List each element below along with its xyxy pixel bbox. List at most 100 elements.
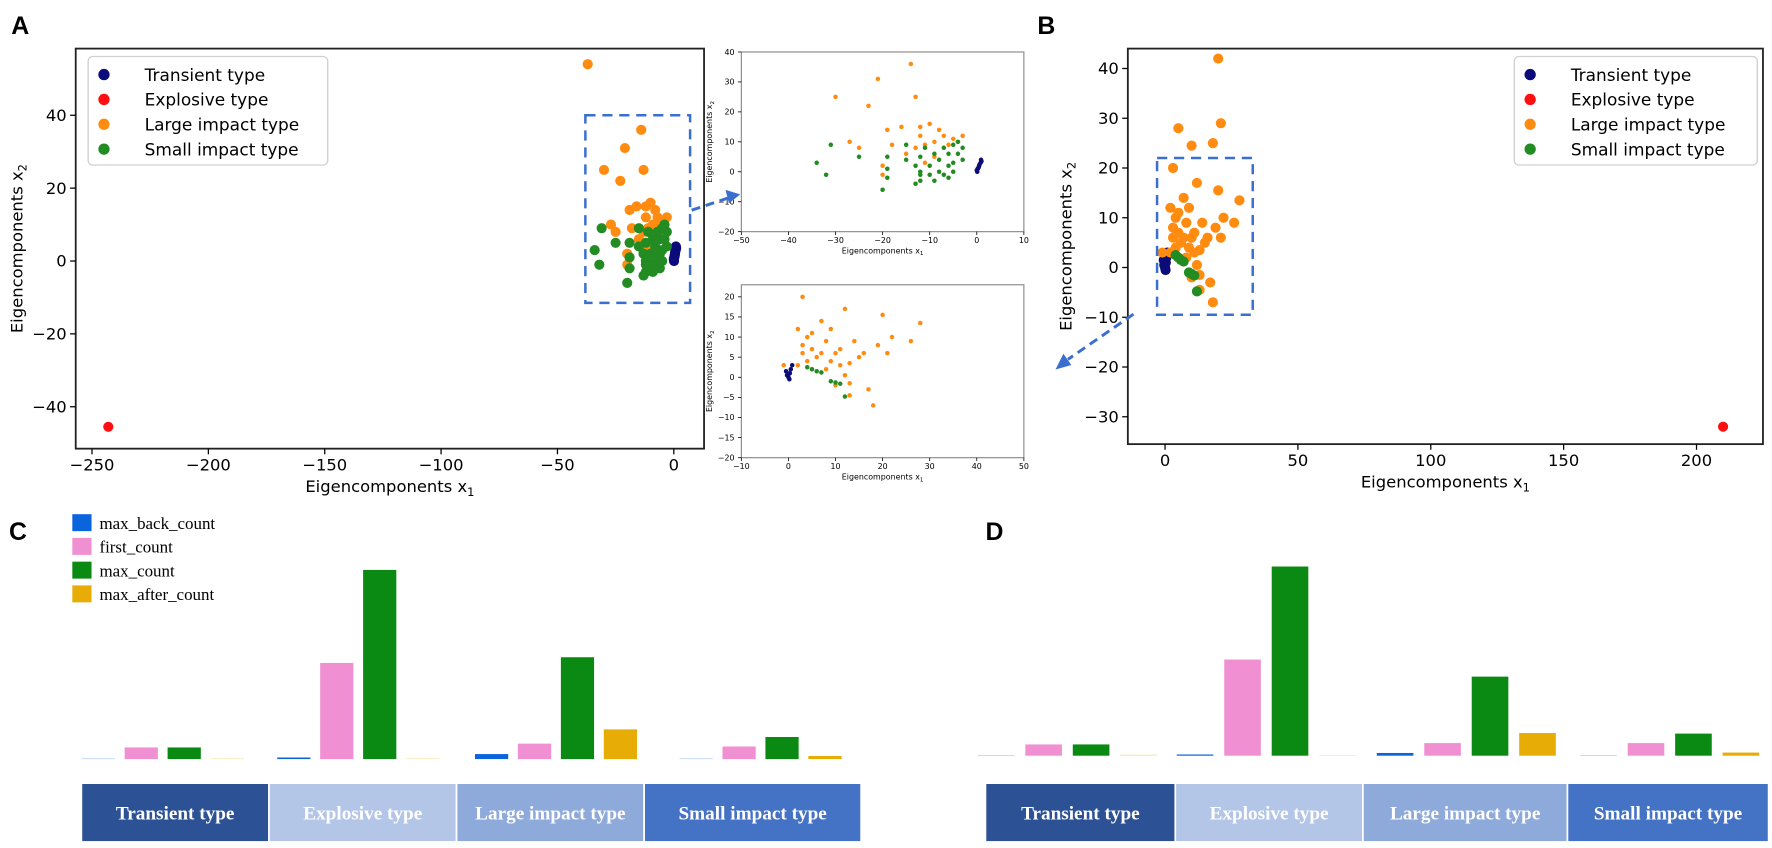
zoom-arrow-b (1067, 312, 1135, 361)
legend-label-max-back-count: max_back_count (99, 514, 215, 533)
x-axis-label: Eigencomponents x1 (1361, 472, 1530, 494)
y-tick-label: 40 (725, 48, 735, 57)
plot-frame (740, 284, 1025, 459)
point-large (615, 175, 626, 186)
y-axis-label-subscript: 2 (1064, 162, 1078, 169)
legend-label-small: Small impact type (145, 139, 299, 159)
point-small (880, 187, 885, 193)
point-small (922, 145, 928, 151)
point-small (885, 175, 890, 181)
point-large (1191, 177, 1203, 189)
legend-swatch-max-back-count (72, 514, 92, 532)
x-tick-label: −40 (780, 236, 797, 245)
y-tick-label: 0 (56, 252, 66, 271)
y-axis-label: Eigencomponents x2 (705, 330, 716, 412)
point-large (918, 124, 923, 130)
bar-first-count (123, 746, 159, 760)
point-large (866, 103, 871, 109)
point-small (1178, 256, 1189, 267)
point-large (1199, 237, 1210, 248)
x-axis-label: Eigencomponents x1 (305, 477, 474, 499)
y-tick-label: −15 (718, 433, 735, 442)
point-transient (784, 372, 790, 378)
y-tick-label: −20 (718, 453, 735, 462)
x-tick-label: 30 (925, 462, 935, 471)
point-large (640, 212, 651, 223)
scatter-plot-a-inset: −50 −40 −30 −20 −10 0 10 −20 −10 0 10 20 30 40 Eigenco… (705, 48, 1029, 257)
category-box (1362, 782, 1569, 843)
x-tick-label: −50 (733, 236, 750, 245)
y-tick-label: 20 (725, 293, 735, 302)
legend-marker-small (1524, 143, 1536, 155)
point-small (842, 394, 848, 399)
panel-label-d: D (985, 518, 1003, 546)
point-small (918, 154, 923, 160)
legend-marker-large (98, 118, 110, 130)
legend-label-max-after-count: max_after_count (99, 585, 214, 604)
category-label: Explosive type (1210, 803, 1329, 824)
point-large (913, 94, 918, 100)
point-small (828, 379, 834, 384)
legend-label-explosive: Explosive type (1571, 90, 1695, 110)
y-axis-label: Eigencomponents x2 (1056, 162, 1078, 331)
point-large (1165, 202, 1176, 213)
y-axis-label-subscript: 2 (710, 101, 716, 105)
y-tick-label: 10 (725, 138, 735, 147)
point-transient (787, 377, 792, 382)
zoom-region-box (1155, 156, 1254, 317)
x-tick-label: 10 (830, 462, 840, 471)
point-large (885, 258, 890, 263)
y-tick-label: 40 (1098, 59, 1119, 78)
legend-marker-explosive (98, 93, 110, 106)
point-large (870, 403, 876, 408)
point-small (936, 157, 942, 163)
bar-max-after-count (405, 757, 440, 760)
y-tick-label: −20 (1084, 358, 1119, 377)
y-tick-label: −10 (718, 413, 735, 422)
point-large (847, 139, 852, 145)
bar-max-back-count (1176, 753, 1215, 757)
point-small (960, 157, 965, 163)
point-large (1189, 227, 1200, 238)
point-large (636, 124, 647, 135)
point-small (946, 151, 951, 157)
data-points (781, 258, 923, 408)
point-large (638, 164, 649, 176)
bar-max-back-count (474, 753, 509, 760)
point-large (1186, 140, 1197, 151)
point-small (932, 151, 937, 157)
bar-max-back-count (1579, 754, 1618, 757)
point-large (1207, 297, 1218, 308)
point-large (582, 59, 593, 70)
point-large (795, 362, 801, 368)
x-tick-label: 0 (786, 462, 791, 471)
point-large (1178, 192, 1189, 203)
point-large (889, 334, 895, 340)
point-large (1167, 232, 1179, 243)
point-large (805, 358, 810, 364)
point-small (936, 169, 942, 175)
point-explosive (1718, 421, 1729, 432)
point-large (814, 354, 819, 360)
point-large (880, 163, 885, 169)
point-large (960, 133, 965, 139)
point-large (828, 358, 834, 364)
x-tick-label: −150 (302, 456, 347, 475)
bar-max-after-count (1721, 751, 1760, 757)
plot-frame (74, 47, 705, 450)
point-small (950, 169, 956, 175)
y-tick-label: 30 (1098, 109, 1119, 128)
point-large (1218, 212, 1229, 223)
point-small (819, 370, 824, 375)
point-small (903, 142, 909, 148)
category-box (1566, 782, 1770, 843)
legend-label-large: Large impact type (145, 115, 300, 135)
category-label: Explosive type (303, 803, 422, 824)
point-transient (978, 157, 984, 163)
point-large (631, 201, 642, 212)
y-axis-label-subscript: 2 (16, 164, 30, 171)
point-large (1234, 195, 1245, 206)
point-large (837, 362, 843, 368)
category-box (984, 782, 1177, 843)
point-small (913, 181, 918, 187)
